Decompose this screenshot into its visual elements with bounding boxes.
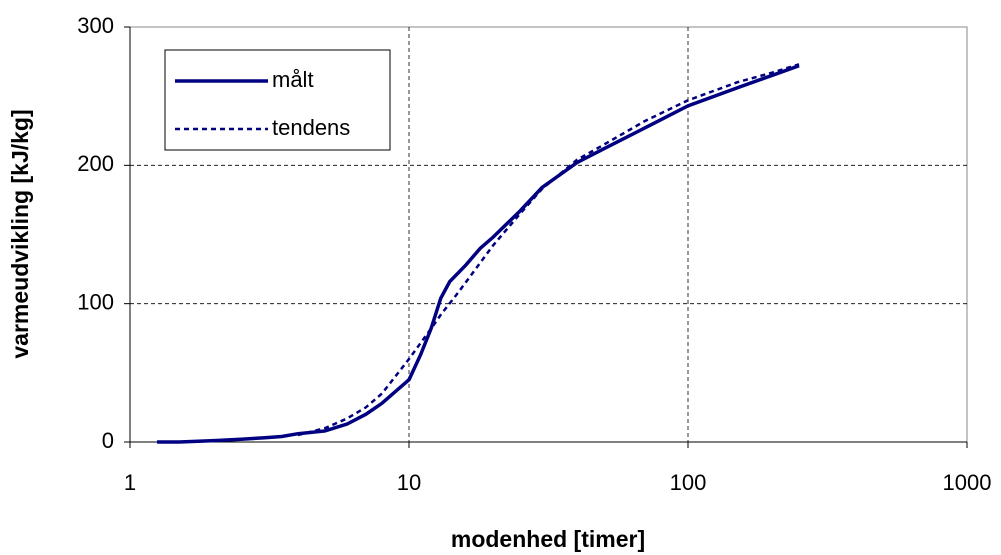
legend-label: målt — [272, 67, 314, 92]
series-line — [157, 64, 800, 444]
x-tick-label: 10 — [397, 470, 421, 495]
y-tick-label: 0 — [102, 428, 114, 453]
series-line — [297, 63, 800, 437]
y-tick-label: 300 — [77, 13, 114, 38]
x-tick-label: 1000 — [943, 470, 992, 495]
x-tick-label: 1 — [124, 470, 136, 495]
x-axis-label: modenhed [timer] — [451, 526, 645, 552]
y-axis-label: varmeudvikling [kJ/kg] — [7, 109, 33, 358]
legend — [164, 49, 391, 151]
x-tick-label: 100 — [670, 470, 707, 495]
y-tick-label: 100 — [77, 289, 114, 314]
y-tick-label: 200 — [77, 151, 114, 176]
legend-label: tendens — [272, 115, 350, 140]
